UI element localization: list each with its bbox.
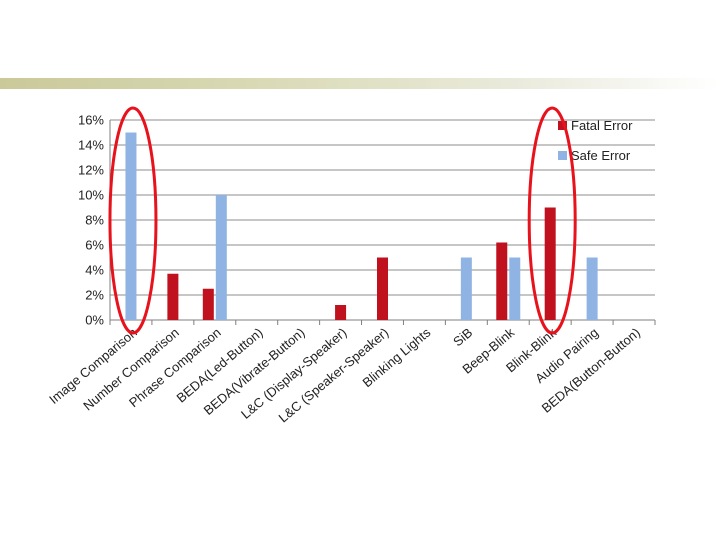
title-divider-band [0, 78, 720, 89]
y-tick-label: 0% [85, 313, 104, 328]
bar-fatal-error [202, 288, 214, 320]
legend-label: Safe Error [571, 148, 631, 163]
y-tick-label: 4% [85, 263, 104, 278]
bar-safe-error [460, 257, 472, 320]
bar-fatal-error [377, 257, 388, 320]
bar-safe-error [509, 257, 521, 320]
bar-safe-error [125, 132, 137, 320]
bar-safe-error [215, 195, 227, 320]
y-tick-label: 2% [85, 288, 104, 303]
bar-fatal-error [167, 273, 179, 320]
y-tick-label: 8% [85, 213, 104, 228]
bar-fatal-error [496, 242, 508, 320]
y-tick-label: 14% [78, 138, 104, 153]
bar-safe-error [586, 257, 598, 320]
y-tick-label: 10% [78, 188, 104, 203]
legend-label: Fatal Error [571, 118, 633, 133]
y-tick-label: 6% [85, 238, 104, 253]
highlight-ellipse [108, 106, 158, 335]
y-tick-label: 12% [78, 163, 104, 178]
bar-fatal-error [544, 207, 556, 320]
legend-swatch [558, 151, 567, 160]
y-tick-label: 16% [78, 113, 104, 128]
legend-swatch [558, 121, 567, 130]
highlight-ellipse [527, 106, 577, 335]
x-category-label: SiB [450, 325, 475, 349]
bar-fatal-error [335, 305, 347, 320]
